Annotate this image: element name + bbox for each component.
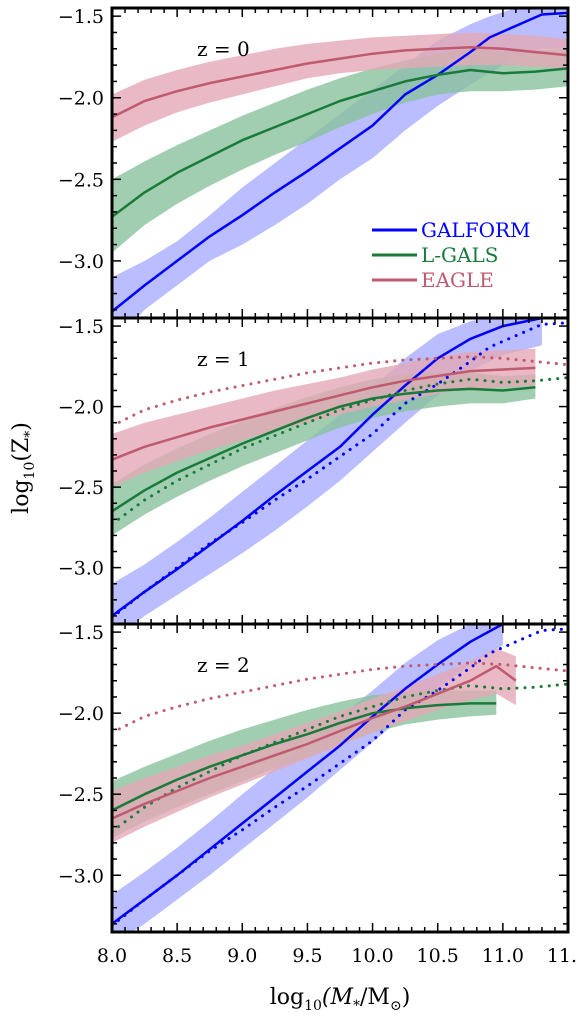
dotted-line-eagle xyxy=(112,355,568,428)
median-line-lgals xyxy=(112,67,568,218)
band-eagle xyxy=(112,32,568,142)
xlabel-mid: /M xyxy=(360,985,390,1010)
y-tick-label: −2.5 xyxy=(58,784,104,806)
xlabel-sun: ⊙ xyxy=(390,998,402,1014)
ylabel-star: * xyxy=(22,431,38,438)
dotted-line-lgals xyxy=(112,682,568,833)
y-tick-label: −2.0 xyxy=(58,397,104,419)
legend-label-eagle: EAGLE xyxy=(421,268,494,292)
median-line-lgals xyxy=(112,702,497,812)
x-tick-label: 8.0 xyxy=(97,945,127,967)
ylabel-post: (Z xyxy=(9,438,34,462)
dotted-line-galform xyxy=(112,321,568,620)
y-tick-label: −2.0 xyxy=(58,88,104,110)
x-tick-label: 11.5 xyxy=(547,945,578,967)
plot-area xyxy=(112,318,568,624)
ylabel-close: ) xyxy=(9,422,34,431)
y-tick-label: −2.5 xyxy=(58,477,104,499)
ylabel-pre: log xyxy=(9,479,34,513)
xlabel-post: (M xyxy=(322,985,354,1010)
panel-redshift-label: z = 1 xyxy=(197,347,250,371)
xlabel-star: * xyxy=(353,998,360,1014)
y-tick-label: −1.5 xyxy=(58,6,104,28)
band-eagle xyxy=(112,648,516,843)
legend-label-lgals: L-GALS xyxy=(421,243,498,267)
panel-2: −1.5 −2.0 −2.5 −3.0 8.0 8.5 9.0 9.5 10.0 10.5 11.0… xyxy=(58,622,578,967)
y-tick-label: −2.0 xyxy=(58,703,104,725)
median-line-eagle xyxy=(112,45,568,119)
xlabel-pre: log xyxy=(270,985,304,1010)
x-tick-label: 11.0 xyxy=(482,945,524,967)
xlabel-close: ) xyxy=(402,985,411,1010)
y-tick-label: −1.5 xyxy=(58,316,104,338)
dotted-line-eagle xyxy=(112,661,568,735)
median-line-eagle xyxy=(112,664,517,820)
dotted-line-lgals xyxy=(112,376,568,526)
y-axis-title: log10(Z*) xyxy=(9,422,38,514)
median-line-galform xyxy=(112,11,568,313)
x-tick-label: 8.5 xyxy=(162,945,192,967)
y-tick-label: −3.0 xyxy=(58,865,104,887)
panel-redshift-label: z = 2 xyxy=(197,653,250,677)
panel-1: −1.5 −2.0 −2.5 −3.0 z = 1 xyxy=(58,316,570,626)
y-tick-label: −3.0 xyxy=(58,251,104,273)
plot-area xyxy=(112,8,568,318)
x-tick-label: 9.0 xyxy=(227,945,257,967)
median-line-galform xyxy=(112,318,543,617)
ylabel-sub: 10 xyxy=(22,462,38,480)
median-line-eagle xyxy=(112,366,536,461)
plot-area xyxy=(112,624,568,932)
y-tick-label: −3.0 xyxy=(58,558,104,580)
panel-redshift-label: z = 0 xyxy=(197,37,250,61)
x-tick-label: 10.0 xyxy=(351,945,393,967)
dotted-line-galform xyxy=(112,627,568,927)
band-lgals xyxy=(112,48,568,253)
panels-group: −1.5−2.0−2.5−3.0z = 0GALFORML-GALSEAGLE−… xyxy=(58,6,578,967)
x-axis-title: log10(M*/M⊙) xyxy=(270,985,411,1014)
legend-label-galform: GALFORM xyxy=(421,218,531,242)
xlabel-sub: 10 xyxy=(304,998,322,1014)
x-tick-label: 10.5 xyxy=(417,945,459,967)
y-tick-label: −2.5 xyxy=(58,169,104,191)
band-eagle xyxy=(112,348,536,488)
x-tick-label: 9.5 xyxy=(292,945,322,967)
median-line-lgals xyxy=(112,386,536,513)
y-tick-label: −1.5 xyxy=(58,622,104,644)
